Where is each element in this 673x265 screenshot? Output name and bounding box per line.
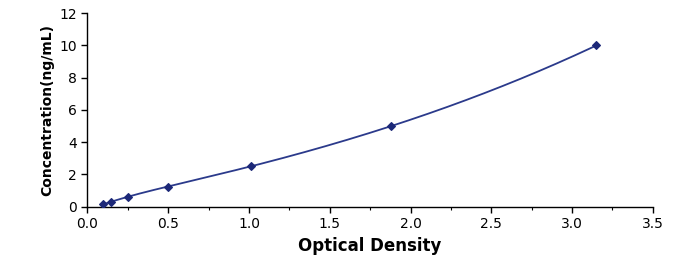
Y-axis label: Concentration(ng/mL): Concentration(ng/mL): [40, 24, 54, 196]
X-axis label: Optical Density: Optical Density: [298, 237, 442, 255]
